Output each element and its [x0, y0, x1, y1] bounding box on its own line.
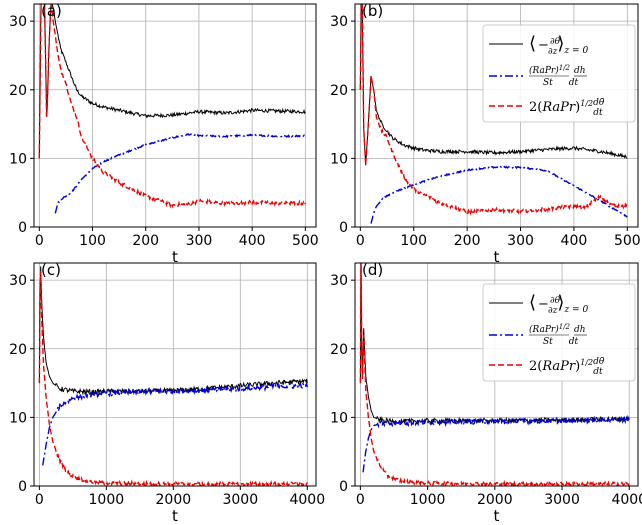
x-tick-label: 3000 — [222, 492, 258, 508]
plot-frame — [354, 262, 639, 487]
y-tick-label: 20 — [330, 83, 348, 99]
panel-1: 0 100 200 300 400 500 0 10 20 30 t (a) — [9, 2, 319, 266]
y-tick-label: 0 — [339, 220, 348, 236]
panel-4: 0 1000 2000 3000 4000 0 10 20 30 t (d) ⟨−∂θ∂z⟩z = 0… — [330, 261, 642, 525]
legend-entry-height: (RaPr)1/2 dh — [529, 64, 586, 76]
x-tick-label: 0 — [356, 492, 365, 508]
legend-entry-nusselt: ⟨ −∂θ ∂z⟩z = 0 — [529, 33, 588, 57]
x-tick-label: 300 — [507, 233, 534, 249]
x-tick-label: 200 — [132, 233, 159, 249]
y-tick-label: 30 — [330, 273, 348, 289]
x-tick-label: 500 — [292, 233, 319, 249]
legend-box — [482, 283, 636, 382]
x-tick-label: 1000 — [89, 492, 125, 508]
legend-entry-temperature: 2(RaPr)1/2dθ̄ dt — [529, 98, 605, 118]
y-tick-label: 10 — [9, 151, 27, 167]
panel-label: (a) — [41, 2, 62, 20]
y-tick-label: 10 — [330, 410, 348, 426]
y-tick-label: 20 — [330, 342, 348, 358]
series-line-temperature — [38, 4, 307, 209]
x-axis-label: t — [172, 248, 178, 266]
x-tick-label: 1000 — [410, 492, 446, 508]
x-tick-label: 400 — [239, 233, 266, 249]
series-line-temperature — [359, 263, 630, 486]
y-tick-label: 10 — [9, 410, 27, 426]
legend-box — [482, 24, 636, 123]
series-line-nusselt — [38, 4, 306, 159]
legend-entry-nusselt: ⟨ −∂θ ∂z⟩z = 0 — [529, 292, 588, 316]
legend-entry-temperature: 2(RaPr)1/2dθ̄ dt — [529, 357, 605, 377]
y-tick-label: 0 — [339, 479, 348, 495]
panel-3: 0 1000 2000 3000 4000 0 10 20 30 t (c) — [9, 261, 325, 525]
x-axis-label: t — [494, 248, 500, 266]
series-line-height — [362, 414, 630, 473]
x-tick-label: 300 — [186, 233, 213, 249]
legend-entry-height-denominator: St dt — [543, 337, 579, 347]
y-tick-label: 20 — [9, 342, 27, 358]
x-tick-label: 0 — [35, 492, 44, 508]
series-line-height — [42, 382, 308, 466]
x-tick-label: 500 — [614, 233, 641, 249]
y-tick-label: 0 — [18, 220, 27, 236]
y-tick-label: 10 — [330, 151, 348, 167]
panel-label: (d) — [362, 261, 383, 279]
panel-label: (c) — [41, 261, 61, 279]
y-tick-label: 30 — [9, 14, 27, 30]
plot-frame — [33, 3, 317, 228]
legend-entry-height: (RaPr)1/2 dh — [529, 323, 586, 335]
x-tick-label: 100 — [400, 233, 427, 249]
panel-2: 0 100 200 300 400 500 0 10 20 30 t (b) ⟨ −∂θ ∂z⟩z = 0 (… — [330, 2, 641, 266]
legend: ⟨ −∂θ ∂z⟩z = 0 (RaPr)1/2 dh St dt 2(RaPr)1/2dθ̄… — [482, 283, 636, 382]
series-line-height — [370, 165, 628, 224]
x-tick-label: 100 — [79, 233, 106, 249]
legend: ⟨ −∂θ ∂z⟩z = 0 (RaPr)1/2 dh St dt 2(RaPr)1/2dθ̄… — [482, 24, 636, 123]
series-line-temperature — [359, 4, 628, 216]
x-tick-label: 4000 — [289, 492, 325, 508]
x-tick-label: 0 — [356, 233, 365, 249]
legend-entry-height-denominator: St dt — [543, 78, 579, 88]
x-tick-label: 400 — [561, 233, 588, 249]
series-line-nusselt — [359, 4, 628, 166]
y-tick-label: 30 — [330, 14, 348, 30]
x-tick-label: 0 — [35, 233, 44, 249]
plot-frame — [354, 3, 639, 228]
y-tick-label: 0 — [18, 479, 27, 495]
series-line-temperature — [38, 270, 308, 486]
x-tick-label: 2000 — [477, 492, 513, 508]
x-tick-label: 200 — [454, 233, 481, 249]
x-axis-label: t — [494, 507, 500, 525]
x-tick-label: 2000 — [156, 492, 192, 508]
y-tick-label: 20 — [9, 83, 27, 99]
plot-frame — [33, 262, 317, 487]
x-tick-label: 3000 — [544, 492, 580, 508]
series-line-nusselt — [38, 266, 308, 397]
y-tick-label: 30 — [9, 273, 27, 289]
x-tick-label: 4000 — [611, 492, 642, 508]
panel-label: (b) — [362, 2, 383, 20]
x-axis-label: t — [172, 507, 178, 525]
